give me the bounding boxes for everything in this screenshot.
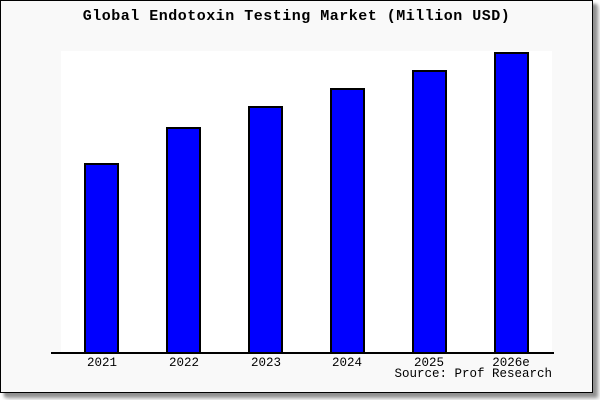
bar-2023 bbox=[248, 106, 283, 353]
chart-title: Global Endotoxin Testing Market (Million… bbox=[82, 8, 511, 25]
bar-2022 bbox=[166, 127, 201, 353]
plot-area bbox=[61, 51, 552, 353]
x-tick-label-2021: 2021 bbox=[86, 356, 117, 370]
bar-2025 bbox=[412, 70, 447, 353]
x-tick-label-2023: 2023 bbox=[250, 356, 281, 370]
x-tick-label-2026e: 2026e bbox=[492, 356, 530, 370]
x-tick-label-2025: 2025 bbox=[413, 356, 444, 370]
bar-2026e bbox=[494, 52, 529, 353]
source-note: Source: Prof Research bbox=[394, 367, 552, 381]
x-axis-line bbox=[51, 352, 554, 354]
x-tick-label-2024: 2024 bbox=[331, 356, 362, 370]
chart-frame: Global Endotoxin Testing Market (Million… bbox=[0, 0, 593, 393]
x-tick-label-2022: 2022 bbox=[168, 356, 199, 370]
bar-2021 bbox=[84, 163, 119, 353]
bar-2024 bbox=[330, 88, 365, 353]
